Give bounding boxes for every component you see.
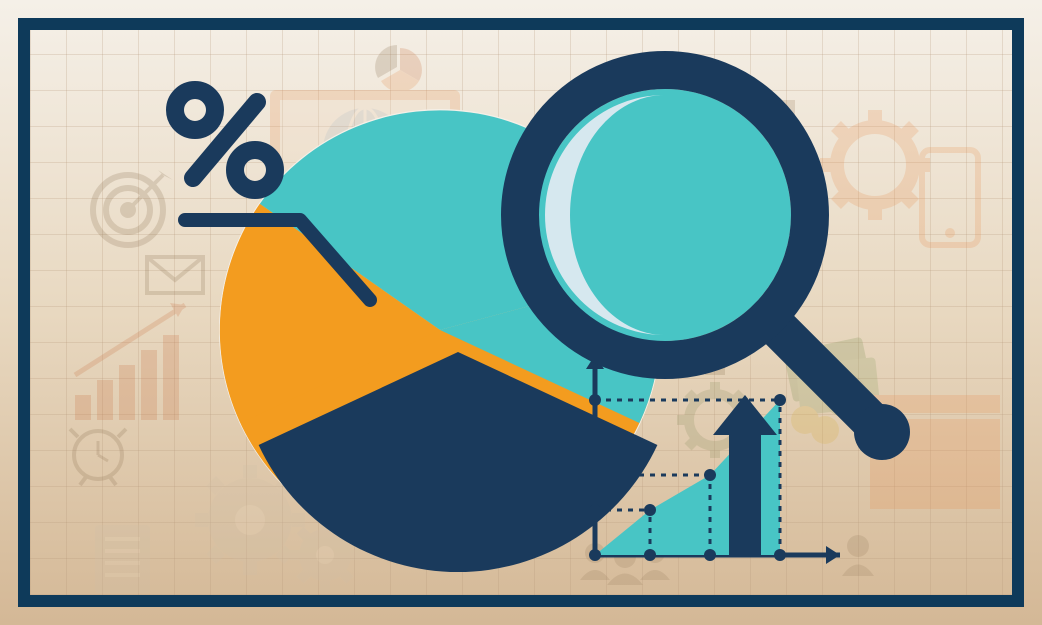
outer-frame [18, 18, 1024, 607]
